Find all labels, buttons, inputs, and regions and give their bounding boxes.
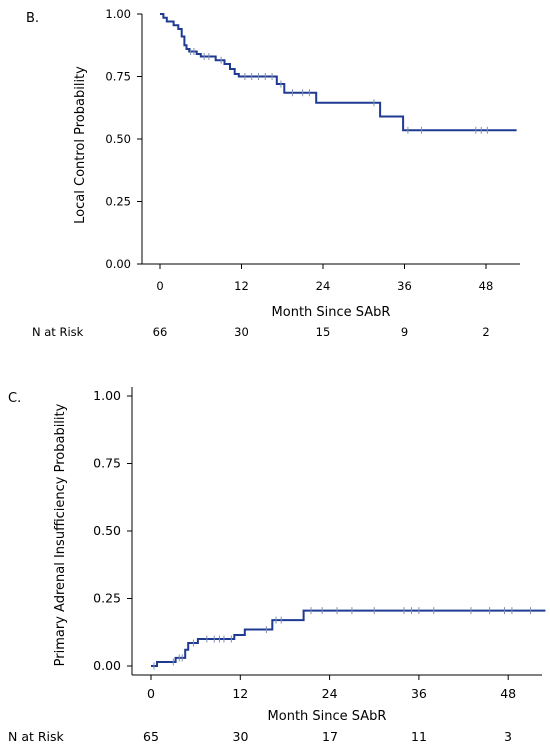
x-tick-label-c-2: 24 xyxy=(322,686,338,701)
y-tick-label-c-0: 0.00 xyxy=(93,658,121,673)
censor-marks-c xyxy=(153,607,532,670)
panel-c: C. Primary Adrenal Insufficiency Probabi… xyxy=(8,387,546,744)
x-tick-label-c-3: 36 xyxy=(411,686,427,701)
y-axis-label-c: Primary Adrenal Insufficiency Probabilit… xyxy=(53,403,68,666)
risk-table-b: N at Risk 66 30 15 9 2 xyxy=(32,325,490,339)
x-tick-label-b-3: 36 xyxy=(397,279,412,293)
km-curve-b xyxy=(160,13,517,132)
risk-table-label-b: N at Risk xyxy=(32,325,84,339)
y-ticks-c: 0.00 0.25 0.50 0.75 1.00 xyxy=(93,388,132,673)
risk-count-c-0: 65 xyxy=(143,729,159,744)
censor-marks-b xyxy=(190,48,488,134)
risk-count-c-24: 17 xyxy=(322,729,338,744)
x-tick-label-c-4: 48 xyxy=(500,686,516,701)
x-axis-label-b: Month Since SAbR xyxy=(272,305,391,320)
y-tick-label-c-3: 0.75 xyxy=(93,456,121,471)
x-ticks-c: 0 12 24 36 48 xyxy=(147,675,516,701)
y-tick-label-b-1: 0.25 xyxy=(105,195,131,209)
x-tick-label-c-1: 12 xyxy=(232,686,248,701)
y-tick-label-b-3: 0.75 xyxy=(105,70,131,84)
risk-table-c: N at Risk 65 30 17 11 3 xyxy=(8,729,512,744)
risk-count-b-24: 15 xyxy=(316,325,331,339)
risk-count-b-48: 2 xyxy=(482,325,489,339)
y-axis-label-b: Local Control Probability xyxy=(73,66,88,224)
y-tick-label-b-2: 0.50 xyxy=(105,132,131,146)
x-ticks-b: 0 12 24 36 48 xyxy=(156,264,493,293)
y-ticks-b: 0.00 0.25 0.50 0.75 1.00 xyxy=(105,7,142,271)
risk-count-b-12: 30 xyxy=(234,325,249,339)
panel-label-c: C. xyxy=(8,391,21,406)
y-tick-label-b-4: 1.00 xyxy=(105,7,131,21)
y-tick-label-c-2: 0.50 xyxy=(93,523,121,538)
x-tick-label-b-0: 0 xyxy=(156,279,163,293)
risk-count-b-36: 9 xyxy=(401,325,408,339)
y-tick-label-c-4: 1.00 xyxy=(93,388,121,403)
risk-count-c-12: 30 xyxy=(233,729,249,744)
risk-count-b-0: 66 xyxy=(153,325,168,339)
x-axis-label-c: Month Since SAbR xyxy=(268,709,387,724)
y-tick-label-b-0: 0.00 xyxy=(105,257,131,271)
x-tick-label-b-4: 48 xyxy=(479,279,494,293)
risk-count-c-36: 11 xyxy=(411,729,427,744)
risk-count-c-48: 3 xyxy=(504,729,512,744)
x-tick-label-b-1: 12 xyxy=(234,279,249,293)
y-tick-label-c-1: 0.25 xyxy=(93,591,121,606)
plot-area-c: 0.00 0.25 0.50 0.75 1.00 0 12 24 36 48 xyxy=(93,387,546,701)
panel-b: B. Local Control Probability 0.00 0.25 0.5… xyxy=(26,7,520,339)
plot-area-b: 0.00 0.25 0.50 0.75 1.00 0 12 24 36 48 xyxy=(105,7,520,293)
risk-table-label-c: N at Risk xyxy=(8,729,65,744)
km-curve-c xyxy=(151,609,546,667)
panel-label-b: B. xyxy=(26,11,39,26)
x-tick-label-c-0: 0 xyxy=(147,686,155,701)
x-tick-label-b-2: 24 xyxy=(316,279,331,293)
